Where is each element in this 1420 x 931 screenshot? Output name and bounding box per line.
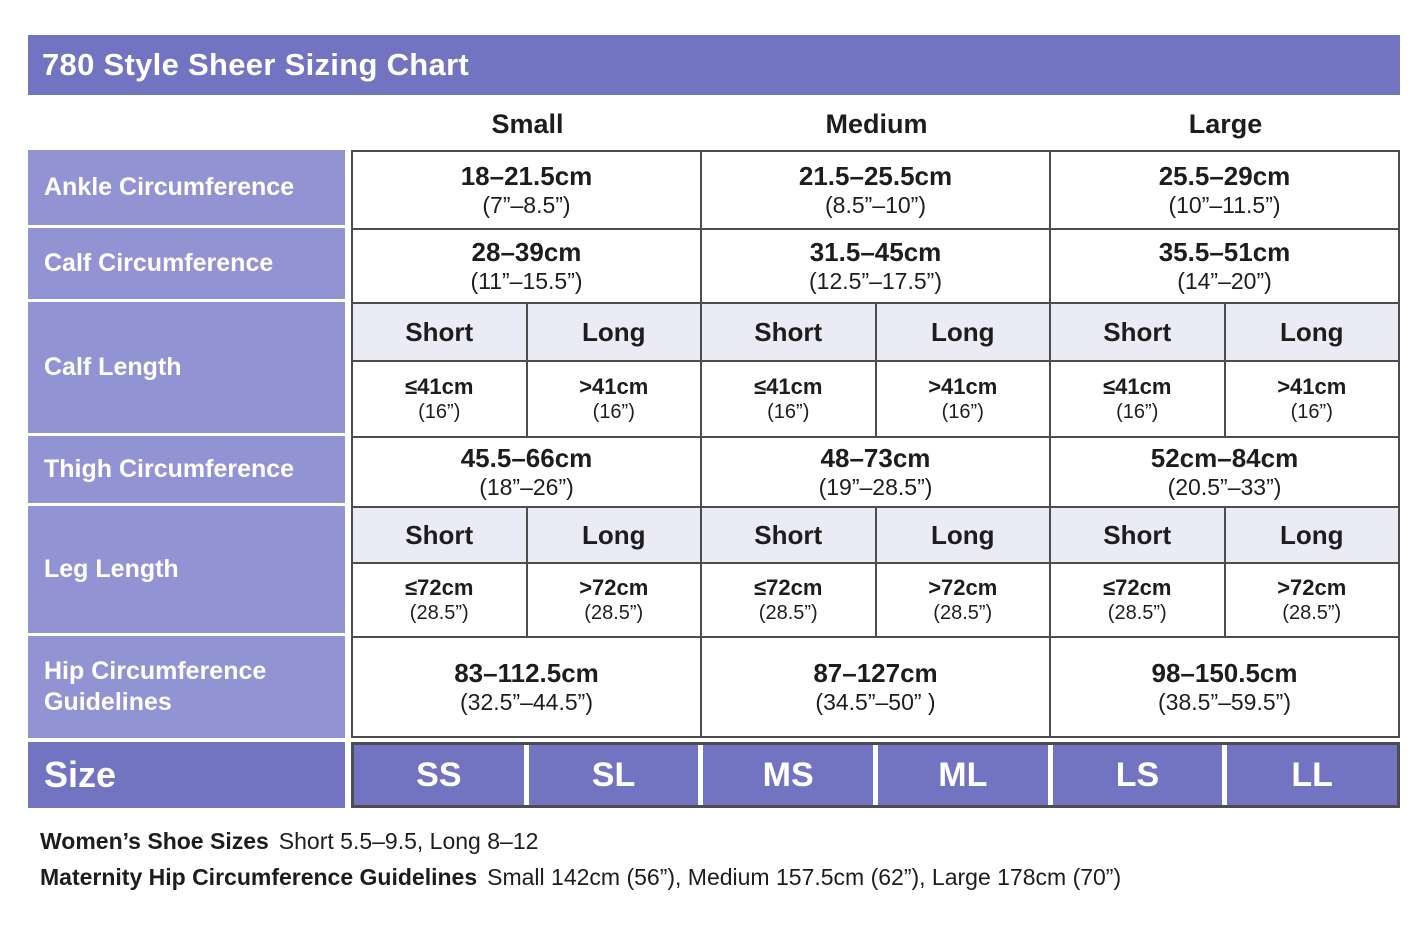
- table-cell: ≤41cm (16”): [1051, 362, 1224, 436]
- table-cell: ≤72cm (28.5”): [702, 564, 875, 636]
- footnote-maternity-hip: Maternity Hip Circumference Guidelines Sm…: [40, 863, 1122, 890]
- row-label: Thigh Circumference: [28, 436, 345, 508]
- subheader-cell: Short: [702, 304, 875, 360]
- subheader-cell: Long: [876, 508, 1049, 562]
- row-cells: 45.5–66cm (18”–26”) 48–73cm (19”–28.5”) …: [351, 436, 1400, 508]
- size-row-label: Size: [28, 742, 345, 808]
- row-label: Calf Length: [28, 302, 345, 438]
- column-header-medium: Medium: [825, 109, 928, 139]
- table-cell: 21.5–25.5cm (8.5”–10”): [702, 152, 1049, 228]
- table-cell: >41cm (16”): [876, 362, 1049, 436]
- size-value-ml: ML: [878, 745, 1048, 805]
- table-cell: >72cm (28.5”): [1225, 564, 1398, 636]
- table-cell: 35.5–51cm (14”–20”): [1051, 230, 1398, 302]
- size-value-ms: MS: [703, 745, 873, 805]
- table-cell: ≤72cm (28.5”): [353, 564, 526, 636]
- subheader-cell: Short: [353, 508, 526, 562]
- table-cell: >41cm (16”): [527, 362, 700, 436]
- size-value-ls: LS: [1052, 745, 1223, 805]
- row-calf-length: Calf Length Short Long Short Long Short …: [28, 302, 1400, 438]
- table-cell: >41cm (16”): [1225, 362, 1398, 436]
- row-cells: Short Long Short Long Short Long ≤72cm (…: [351, 506, 1400, 638]
- table-cell: ≤41cm (16”): [702, 362, 875, 436]
- row-cells: 83–112.5cm (32.5”–44.5”) 87–127cm (34.5”…: [351, 636, 1400, 738]
- row-size: Size SS SL MS ML LS LL: [28, 742, 1400, 808]
- subheader-cell: Short: [353, 304, 526, 360]
- footnote-shoe-sizes: Women’s Shoe Sizes Short 5.5–9.5, Long 8–…: [40, 828, 539, 854]
- column-headers: Small Medium Large: [28, 109, 1400, 140]
- size-value-ll: LL: [1227, 745, 1397, 805]
- subheader-cell: Long: [527, 304, 700, 360]
- row-leg-length: Leg Length Short Long Short Long Short L…: [28, 506, 1400, 638]
- subheader-cell: Short: [702, 508, 875, 562]
- table-cell: 18–21.5cm (7”–8.5”): [353, 152, 700, 228]
- subheader-cell: Short: [1051, 304, 1224, 360]
- row-ankle-circumference: Ankle Circumference 18–21.5cm (7”–8.5”) …: [28, 150, 1400, 230]
- table-cell: >72cm (28.5”): [876, 564, 1049, 636]
- row-calf-circumference: Calf Circumference 28–39cm (11”–15.5”) 3…: [28, 228, 1400, 304]
- size-value-ss: SS: [354, 745, 524, 805]
- table-cell: ≤72cm (28.5”): [1051, 564, 1224, 636]
- row-label: Hip Circumference Guidelines: [28, 636, 345, 738]
- subheader-cell: Long: [1225, 508, 1398, 562]
- subheader-cell: Short: [1051, 508, 1224, 562]
- footnotes: Women’s Shoe Sizes Short 5.5–9.5, Long 8–…: [28, 824, 1400, 895]
- sizing-chart-page: 780 Style Sheer Sizing Chart Small Mediu…: [28, 35, 1400, 895]
- table-cell: ≤41cm (16”): [353, 362, 526, 436]
- table-cell: 48–73cm (19”–28.5”): [702, 438, 1049, 506]
- header-spacer: [28, 109, 353, 140]
- table-cell: 31.5–45cm (12.5”–17.5”): [702, 230, 1049, 302]
- row-hip-circumference: Hip Circumference Guidelines 83–112.5cm …: [28, 636, 1400, 738]
- subheader-cell: Long: [876, 304, 1049, 360]
- page-title: 780 Style Sheer Sizing Chart: [28, 35, 1400, 95]
- subheader-cell: Long: [527, 508, 700, 562]
- column-header-large: Large: [1188, 109, 1263, 139]
- table-cell: 83–112.5cm (32.5”–44.5”): [353, 638, 700, 736]
- row-label: Leg Length: [28, 506, 345, 638]
- table-cell: 87–127cm (34.5”–50” ): [702, 638, 1049, 736]
- column-header-small: Small: [491, 109, 564, 139]
- table-cell: 25.5–29cm (10”–11.5”): [1051, 152, 1398, 228]
- row-cells: 28–39cm (11”–15.5”) 31.5–45cm (12.5”–17.…: [351, 228, 1400, 304]
- row-label: Calf Circumference: [28, 228, 345, 304]
- table-cell: 28–39cm (11”–15.5”): [353, 230, 700, 302]
- row-cells: 18–21.5cm (7”–8.5”) 21.5–25.5cm (8.5”–10…: [351, 150, 1400, 230]
- table-cell: 45.5–66cm (18”–26”): [353, 438, 700, 506]
- table-cell: >72cm (28.5”): [527, 564, 700, 636]
- subheader-cell: Long: [1225, 304, 1398, 360]
- row-cells: Short Long Short Long Short Long ≤41cm (…: [351, 302, 1400, 438]
- table-cell: 52cm–84cm (20.5”–33”): [1051, 438, 1398, 506]
- size-cells: SS SL MS ML LS LL: [351, 742, 1400, 808]
- size-value-sl: SL: [528, 745, 699, 805]
- row-thigh-circumference: Thigh Circumference 45.5–66cm (18”–26”) …: [28, 436, 1400, 508]
- table-cell: 98–150.5cm (38.5”–59.5”): [1051, 638, 1398, 736]
- row-label: Ankle Circumference: [28, 150, 345, 230]
